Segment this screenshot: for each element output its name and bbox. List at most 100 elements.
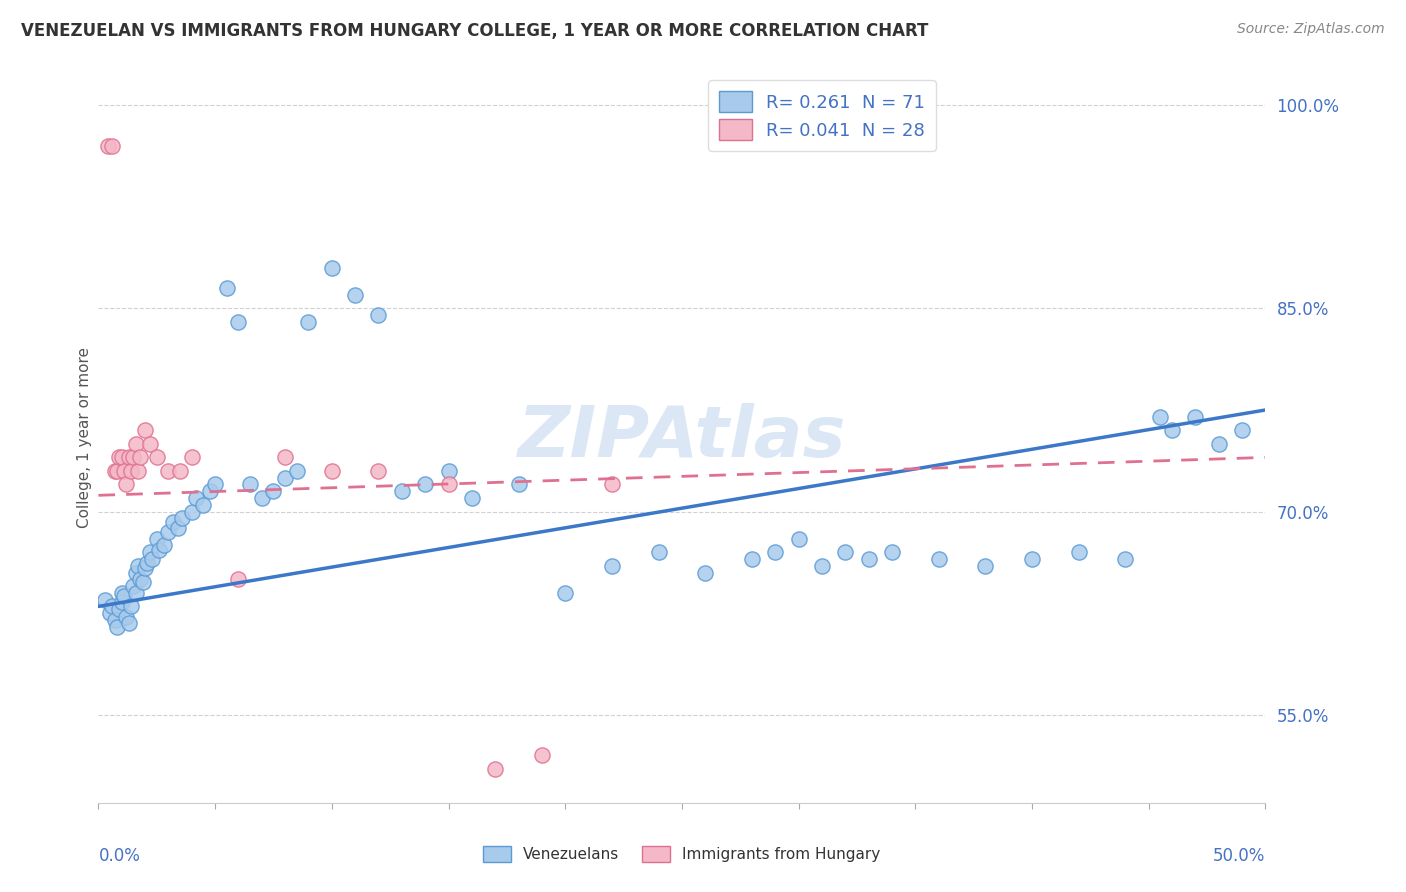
Point: [437, 477, 460, 491]
Point: [111, 450, 134, 465]
Point: [94, 592, 117, 607]
Point: [118, 450, 141, 465]
Point: [112, 589, 135, 603]
Point: [321, 464, 343, 478]
Point: [101, 139, 124, 153]
Point: [139, 437, 162, 451]
Point: [172, 511, 194, 525]
Point: [108, 602, 131, 616]
Point: [193, 498, 215, 512]
Point: [132, 574, 155, 589]
Point: [98, 606, 121, 620]
Point: [104, 613, 127, 627]
Point: [600, 477, 623, 491]
Point: [215, 281, 238, 295]
Point: [1149, 409, 1171, 424]
Point: [122, 579, 145, 593]
Point: [763, 545, 786, 559]
Point: [1208, 437, 1230, 451]
Point: [118, 615, 141, 630]
Point: [928, 552, 950, 566]
Text: ZIPAtlas: ZIPAtlas: [517, 402, 846, 472]
Text: 50.0%: 50.0%: [1213, 847, 1265, 864]
Point: [141, 552, 163, 566]
Point: [974, 558, 997, 573]
Point: [367, 308, 389, 322]
Point: [461, 491, 484, 505]
Point: [811, 558, 834, 573]
Point: [105, 464, 128, 478]
Point: [787, 532, 810, 546]
Point: [157, 464, 180, 478]
Point: [321, 260, 343, 275]
Point: [120, 464, 142, 478]
Point: [239, 477, 262, 491]
Point: [136, 556, 159, 570]
Point: [111, 586, 134, 600]
Point: [508, 477, 530, 491]
Point: [1021, 552, 1043, 566]
Point: [274, 471, 297, 485]
Point: [391, 484, 413, 499]
Point: [134, 423, 156, 437]
Point: [125, 586, 148, 600]
Point: [104, 464, 127, 478]
Point: [204, 477, 226, 491]
Point: [600, 558, 623, 573]
Point: [162, 516, 184, 530]
Point: [169, 464, 191, 478]
Point: [111, 595, 134, 609]
Text: Source: ZipAtlas.com: Source: ZipAtlas.com: [1237, 22, 1385, 37]
Point: [186, 491, 208, 505]
Point: [413, 477, 436, 491]
Point: [858, 552, 880, 566]
Point: [166, 521, 188, 535]
Point: [274, 450, 297, 465]
Point: [228, 315, 250, 329]
Point: [285, 464, 308, 478]
Point: [146, 450, 169, 465]
Point: [741, 552, 763, 566]
Point: [129, 572, 152, 586]
Point: [367, 464, 389, 478]
Point: [250, 491, 273, 505]
Point: [120, 599, 142, 614]
Point: [880, 545, 903, 559]
Point: [112, 464, 135, 478]
Point: [554, 586, 576, 600]
Point: [647, 545, 669, 559]
Point: [97, 139, 120, 153]
Point: [125, 437, 148, 451]
Point: [108, 450, 131, 465]
Point: [1114, 552, 1136, 566]
Point: [437, 464, 460, 478]
Point: [262, 484, 284, 499]
Point: [127, 464, 149, 478]
Point: [530, 748, 553, 763]
Point: [157, 524, 180, 539]
Point: [1067, 545, 1090, 559]
Point: [200, 484, 222, 499]
Point: [1230, 423, 1253, 437]
Point: [115, 610, 138, 624]
Point: [101, 599, 124, 614]
Legend: Venezuelans, Immigrants from Hungary: Venezuelans, Immigrants from Hungary: [478, 840, 886, 868]
Point: [139, 545, 162, 559]
Point: [228, 572, 250, 586]
Point: [1161, 423, 1184, 437]
Y-axis label: College, 1 year or more: College, 1 year or more: [77, 347, 91, 527]
Point: [122, 450, 145, 465]
Point: [180, 450, 202, 465]
Point: [115, 477, 138, 491]
Text: 0.0%: 0.0%: [98, 847, 141, 864]
Point: [127, 558, 149, 573]
Point: [152, 538, 174, 552]
Text: VENEZUELAN VS IMMIGRANTS FROM HUNGARY COLLEGE, 1 YEAR OR MORE CORRELATION CHART: VENEZUELAN VS IMMIGRANTS FROM HUNGARY CO…: [21, 22, 928, 40]
Point: [125, 566, 148, 580]
Point: [695, 566, 717, 580]
Point: [146, 532, 169, 546]
Point: [834, 545, 856, 559]
Point: [105, 620, 128, 634]
Point: [148, 542, 170, 557]
Point: [484, 762, 506, 776]
